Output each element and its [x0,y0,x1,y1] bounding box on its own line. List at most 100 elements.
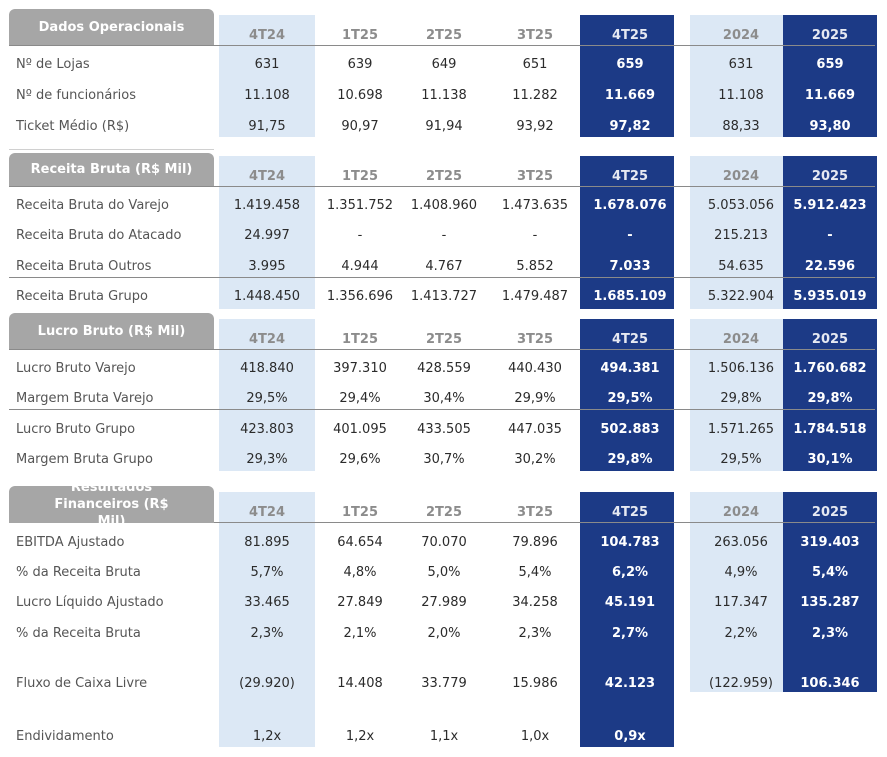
cell-2025: 5.935.019 [793,289,867,304]
column-highlight-2024 [690,492,783,692]
cell-2024: 54.635 [718,259,764,274]
cell-1T25: - [357,228,363,243]
cell-3T25: 5.852 [516,259,554,274]
cell-2T25: 433.505 [417,422,471,437]
cell-2024: 5.322.904 [707,289,775,304]
cell-4T25: 502.883 [600,422,660,437]
cell-4T25: 0,9x [614,729,646,744]
cell-2024: 263.056 [714,535,768,550]
cell-2T25: 2,0% [427,626,461,641]
cell-3T25: 447.035 [508,422,562,437]
column-highlight-4T24 [219,319,315,471]
cell-1T25: 1,2x [345,729,375,744]
cell-3T25: 1,0x [520,729,550,744]
cell-2T25: 33.779 [421,676,467,691]
column-highlight-4T25 [580,15,674,137]
cell-2T25: 91,94 [425,119,463,134]
cell-1T25: 10.698 [337,88,383,103]
column-header-2025: 2025 [811,505,849,520]
row-label: % da Receita Bruta [16,626,141,641]
cell-4T24: 3.995 [248,259,286,274]
row-label: Nº de Lojas [16,57,90,72]
cell-2025: 5.912.423 [793,198,867,213]
column-header-3T25: 3T25 [516,505,553,520]
cell-4T24: 631 [254,57,280,72]
row-label: % da Receita Bruta [16,565,141,580]
header-divider [9,186,875,187]
cell-1T25: 64.654 [337,535,383,550]
cell-2025: 106.346 [800,676,860,691]
header-divider [9,45,875,46]
row-label: EBITDA Ajustado [16,535,125,550]
column-header-2025: 2025 [811,169,849,184]
cell-3T25: 79.896 [512,535,558,550]
row-label: Lucro Bruto Grupo [16,422,136,437]
column-highlight-4T24 [219,156,315,309]
cell-2T25: 30,7% [423,452,465,467]
cell-4T25: 29,5% [607,391,653,406]
row-label: Lucro Líquido Ajustado [16,595,164,610]
cell-3T25: 93,92 [516,119,554,134]
row-label: Receita Bruta Grupo [16,289,148,304]
column-header-3T25: 3T25 [516,28,553,43]
column-header-4T24: 4T24 [248,169,285,184]
cell-4T25: 659 [616,57,644,72]
cell-3T25: 30,2% [514,452,556,467]
column-header-2T25: 2T25 [425,28,462,43]
column-header-3T25: 3T25 [516,169,553,184]
row-label: Margem Bruta Varejo [16,391,154,406]
cell-4T25: 6,2% [611,565,649,580]
column-header-2025: 2025 [811,332,849,347]
cell-4T24: 1.419.458 [233,198,301,213]
row-label: Receita Bruta Outros [16,259,152,274]
cell-2025: 29,8% [807,391,853,406]
cell-2024: 29,8% [720,391,762,406]
column-highlight-2024 [690,156,783,309]
column-highlight-4T25 [580,492,674,747]
cell-2024: 5.053.056 [707,198,775,213]
cell-4T25: 42.123 [604,676,656,691]
column-header-1T25: 1T25 [341,332,378,347]
cell-2024: 631 [728,57,754,72]
row-label: Nº de funcionários [16,88,137,103]
cell-2T25: 30,4% [423,391,465,406]
column-header-4T24: 4T24 [248,505,285,520]
cell-4T25: 2,7% [611,626,649,641]
cell-2025: - [827,228,833,243]
cell-2T25: 27.989 [421,595,467,610]
column-highlight-4T25 [580,156,674,309]
cell-1T25: 29,4% [339,391,381,406]
cell-3T25: 15.986 [512,676,558,691]
cell-1T25: 27.849 [337,595,383,610]
cell-1T25: 397.310 [333,361,387,376]
cell-4T25: 494.381 [600,361,660,376]
cell-4T24: 5,7% [250,565,284,580]
cell-3T25: 34.258 [512,595,558,610]
row-divider [9,277,875,278]
cell-4T24: (29.920) [239,676,295,691]
section-title: Receita Bruta (R$ Mil) [9,153,214,186]
cell-2024: 11.108 [718,88,764,103]
row-divider [9,409,875,410]
cell-4T25: 104.783 [600,535,660,550]
column-header-2T25: 2T25 [425,332,462,347]
cell-4T24: 24.997 [244,228,290,243]
cell-3T25: - [532,228,538,243]
cell-2T25: 1.413.727 [410,289,478,304]
cell-3T25: 1.479.487 [501,289,569,304]
cell-2025: 319.403 [800,535,860,550]
column-header-2025: 2025 [811,28,849,43]
cell-4T25: 45.191 [604,595,656,610]
cell-4T25: 97,82 [609,119,651,134]
cell-2025: 5,4% [811,565,849,580]
column-header-2T25: 2T25 [425,505,462,520]
cell-4T24: 1,2x [252,729,282,744]
section-title: Resultados Financeiros (R$ Mil) [9,480,214,529]
column-header-4T25: 4T25 [611,28,648,43]
cell-2T25: 649 [431,57,457,72]
column-header-4T25: 4T25 [611,169,648,184]
cell-3T25: 440.430 [508,361,562,376]
cell-2024: 29,5% [720,452,762,467]
cell-4T25: 1.678.076 [593,198,667,213]
column-header-1T25: 1T25 [341,28,378,43]
